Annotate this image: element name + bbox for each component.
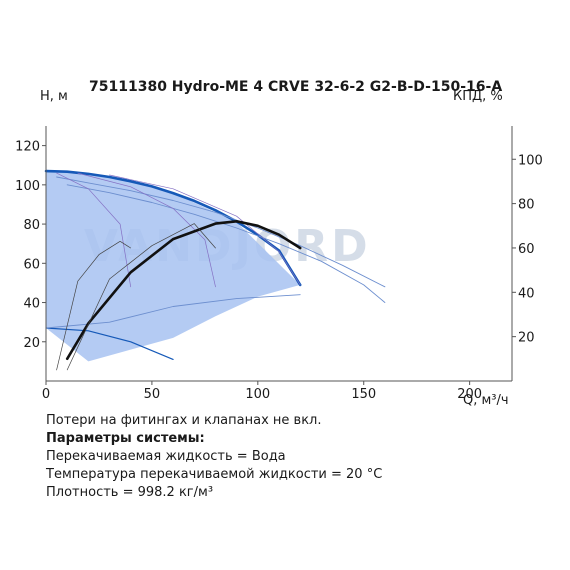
curve-reduced-speed-3: [66, 184, 386, 303]
y-axis-left-label: H, м: [40, 89, 68, 104]
y-right-tick-label: 40: [518, 286, 535, 301]
x-tick-label: 100: [245, 387, 270, 402]
curve-max-head-0: [44, 169, 302, 287]
system-params-heading: Параметры системы:: [46, 431, 205, 446]
operating-area-layer: [46, 171, 301, 362]
ticks-layer: 0 50 100 150 200 20 40 60 80 100 120 20 40 60 80 100: [15, 140, 543, 402]
y-left-tick-label: 60: [23, 257, 40, 272]
curve-minor-7: [109, 174, 301, 286]
x-tick-label: 50: [144, 387, 161, 402]
pump-curve-chart: VANDJORD 0501001502002040608010012020406…: [15, 79, 543, 408]
curve-minor-6: [77, 172, 216, 288]
curves-layer: [44, 169, 386, 371]
y-right-tick-label: 80: [518, 198, 535, 213]
y-right-tick-label: 60: [518, 242, 535, 257]
curve-efficiency-thin-10: [66, 223, 216, 371]
x-axis-label: Q, м³/ч: [463, 393, 509, 408]
x-tick-label: 150: [351, 387, 376, 402]
curve-reduced-speed-2: [56, 176, 386, 288]
y-left-tick-label: 20: [23, 336, 40, 351]
notes-block: Потери на фитингах и клапанах не вкл. Па…: [46, 412, 382, 502]
y-axis-right-label: КПД, %: [453, 89, 503, 104]
y-right-tick-label: 20: [518, 331, 535, 346]
curve-min-head-1: [45, 327, 174, 360]
operating-area: [46, 171, 301, 362]
curve-minor-5: [56, 172, 132, 288]
y-left-tick-label: 120: [15, 140, 40, 155]
y-left-tick-label: 80: [23, 218, 40, 233]
chart-title: 75111380 Hydro-ME 4 CRVE 32-6-2 G2-B-D-1…: [89, 79, 502, 95]
x-tick-label: 200: [457, 387, 482, 402]
note-fittings: Потери на фитингах и клапанах не вкл.: [46, 413, 322, 428]
y-right-tick-label: 100: [518, 153, 543, 168]
note-density: Плотность = 998.2 кг/м³: [46, 485, 214, 500]
x-tick-label: 0: [42, 387, 50, 402]
note-liquid: Перекачиваемая жидкость = Вода: [46, 449, 286, 464]
axes-layer: [45, 126, 513, 382]
curve-efficiency-thin-9: [56, 240, 132, 371]
curve-efficiency-8: [65, 220, 302, 361]
y-left-tick-label: 100: [15, 179, 40, 194]
note-temperature: Температура перекачиваемой жидкости = 20…: [46, 467, 383, 482]
y-left-tick-label: 40: [23, 297, 40, 312]
